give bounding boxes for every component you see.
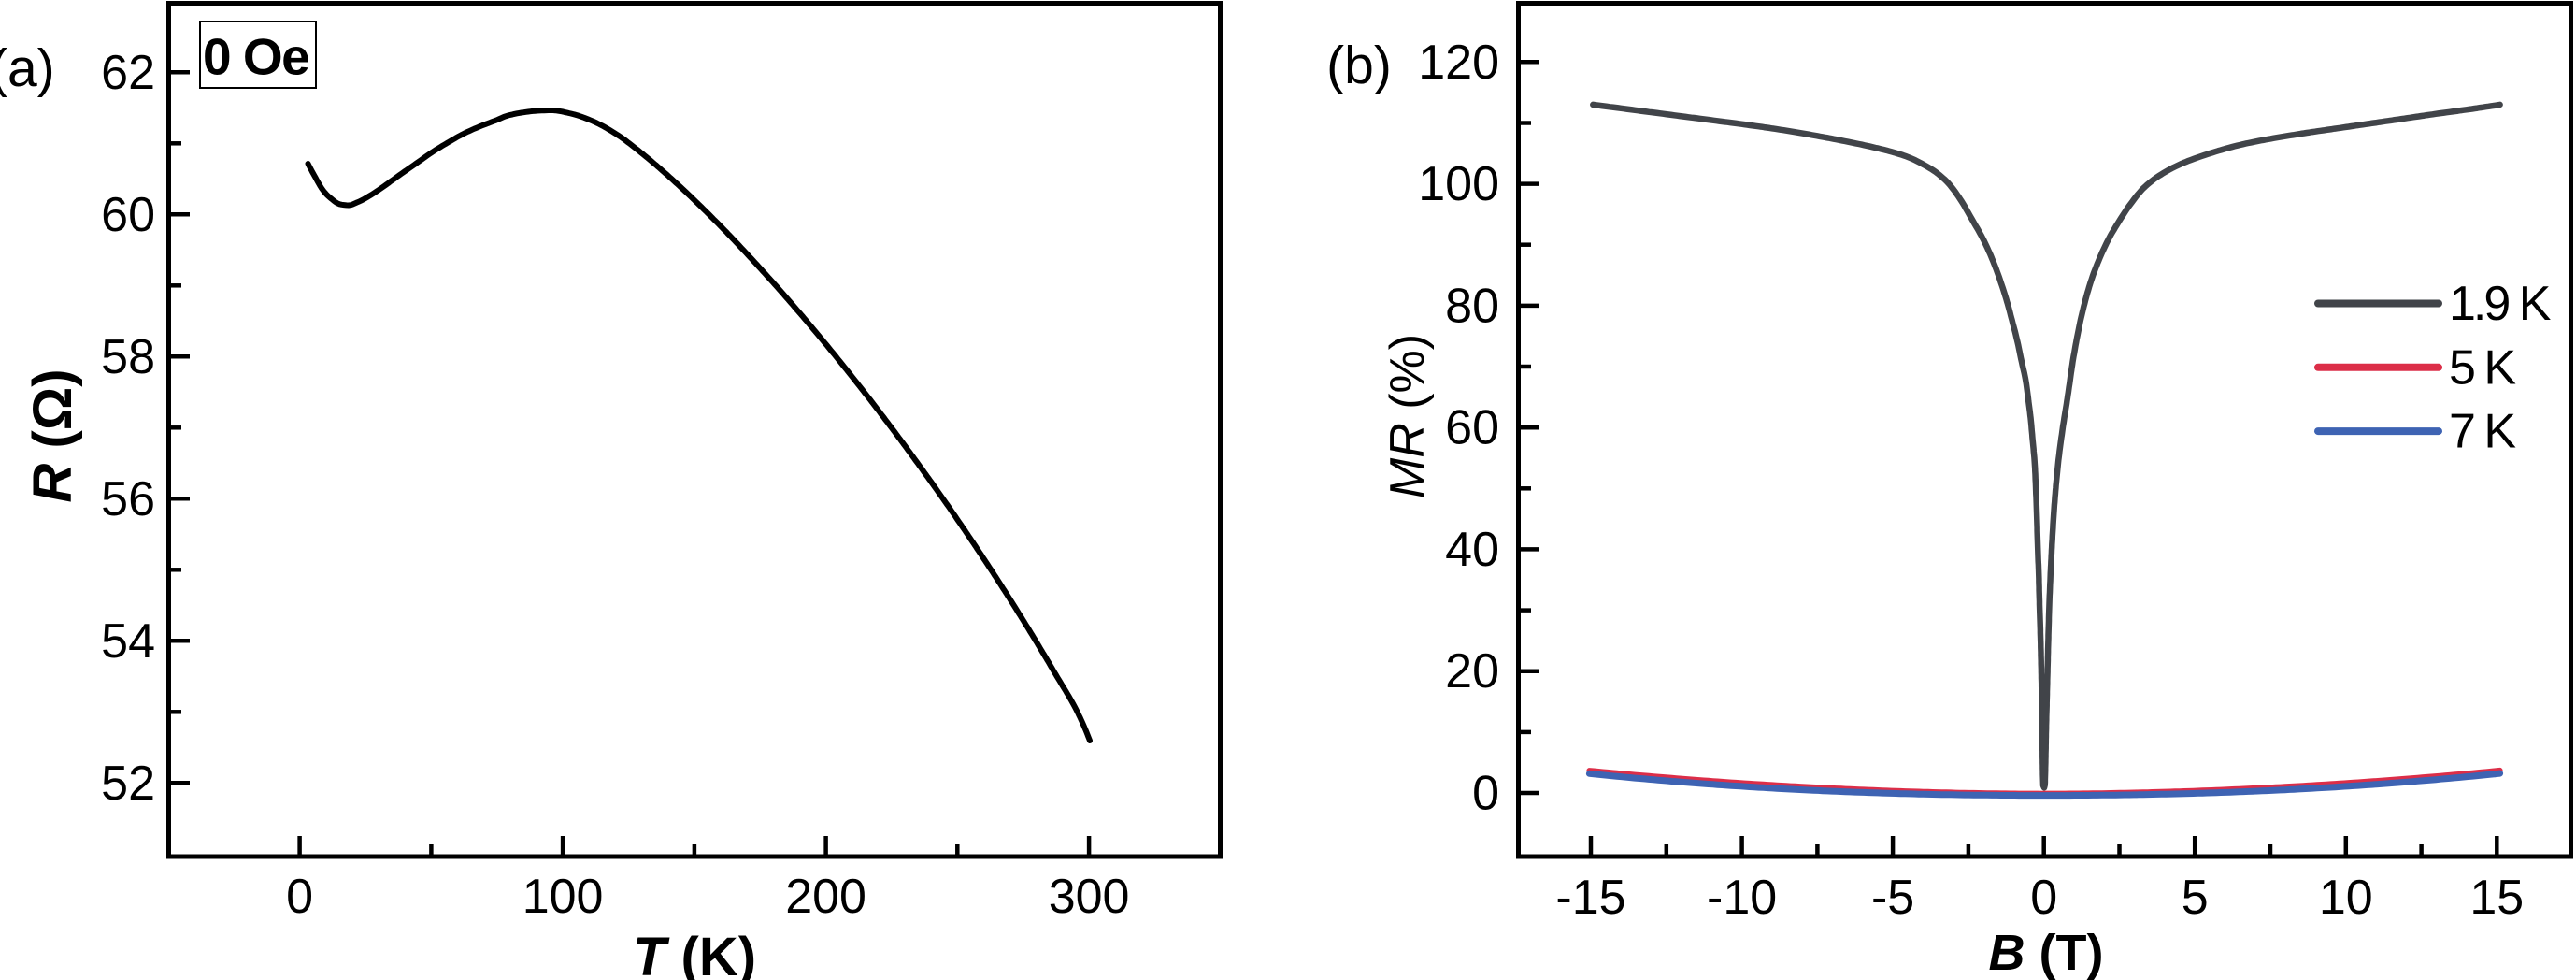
svg-text:R (Ω): R (Ω) <box>22 368 83 502</box>
svg-text:10: 10 <box>2319 871 2373 925</box>
svg-text:40: 40 <box>1445 523 1499 577</box>
svg-text:62: 62 <box>101 46 155 100</box>
svg-text:MR (%): MR (%) <box>1381 334 1435 498</box>
svg-text:80: 80 <box>1445 279 1499 333</box>
svg-text:56: 56 <box>101 472 155 526</box>
svg-text:120: 120 <box>1418 36 1499 90</box>
svg-text:0: 0 <box>1472 767 1499 821</box>
svg-text:-5: -5 <box>1871 871 1914 925</box>
svg-text:5 K: 5 K <box>2449 341 2516 396</box>
svg-text:15: 15 <box>2469 871 2524 925</box>
svg-text:1.9 K: 1.9 K <box>2449 277 2552 331</box>
svg-text:200: 200 <box>785 870 866 924</box>
svg-text:B (T): B (T) <box>1989 925 2104 980</box>
svg-text:100: 100 <box>522 870 604 924</box>
svg-text:0: 0 <box>286 870 313 924</box>
svg-text:60: 60 <box>1445 401 1499 455</box>
svg-text:52: 52 <box>101 757 155 811</box>
svg-text:300: 300 <box>1049 870 1130 924</box>
svg-text:7 K: 7 K <box>2449 405 2516 459</box>
svg-text:60: 60 <box>101 188 155 242</box>
svg-text:100: 100 <box>1418 157 1499 211</box>
svg-text:(a): (a) <box>0 38 55 98</box>
svg-text:0 Oe: 0 Oe <box>203 28 308 86</box>
svg-text:20: 20 <box>1445 644 1499 699</box>
svg-text:T (K): T (K) <box>633 927 756 980</box>
svg-text:0: 0 <box>2030 871 2057 925</box>
svg-text:-10: -10 <box>1707 871 1777 925</box>
svg-text:-15: -15 <box>1555 871 1625 925</box>
svg-text:(b): (b) <box>1326 36 1392 95</box>
svg-text:5: 5 <box>2182 871 2209 925</box>
svg-text:54: 54 <box>101 614 155 669</box>
svg-text:58: 58 <box>101 330 155 384</box>
